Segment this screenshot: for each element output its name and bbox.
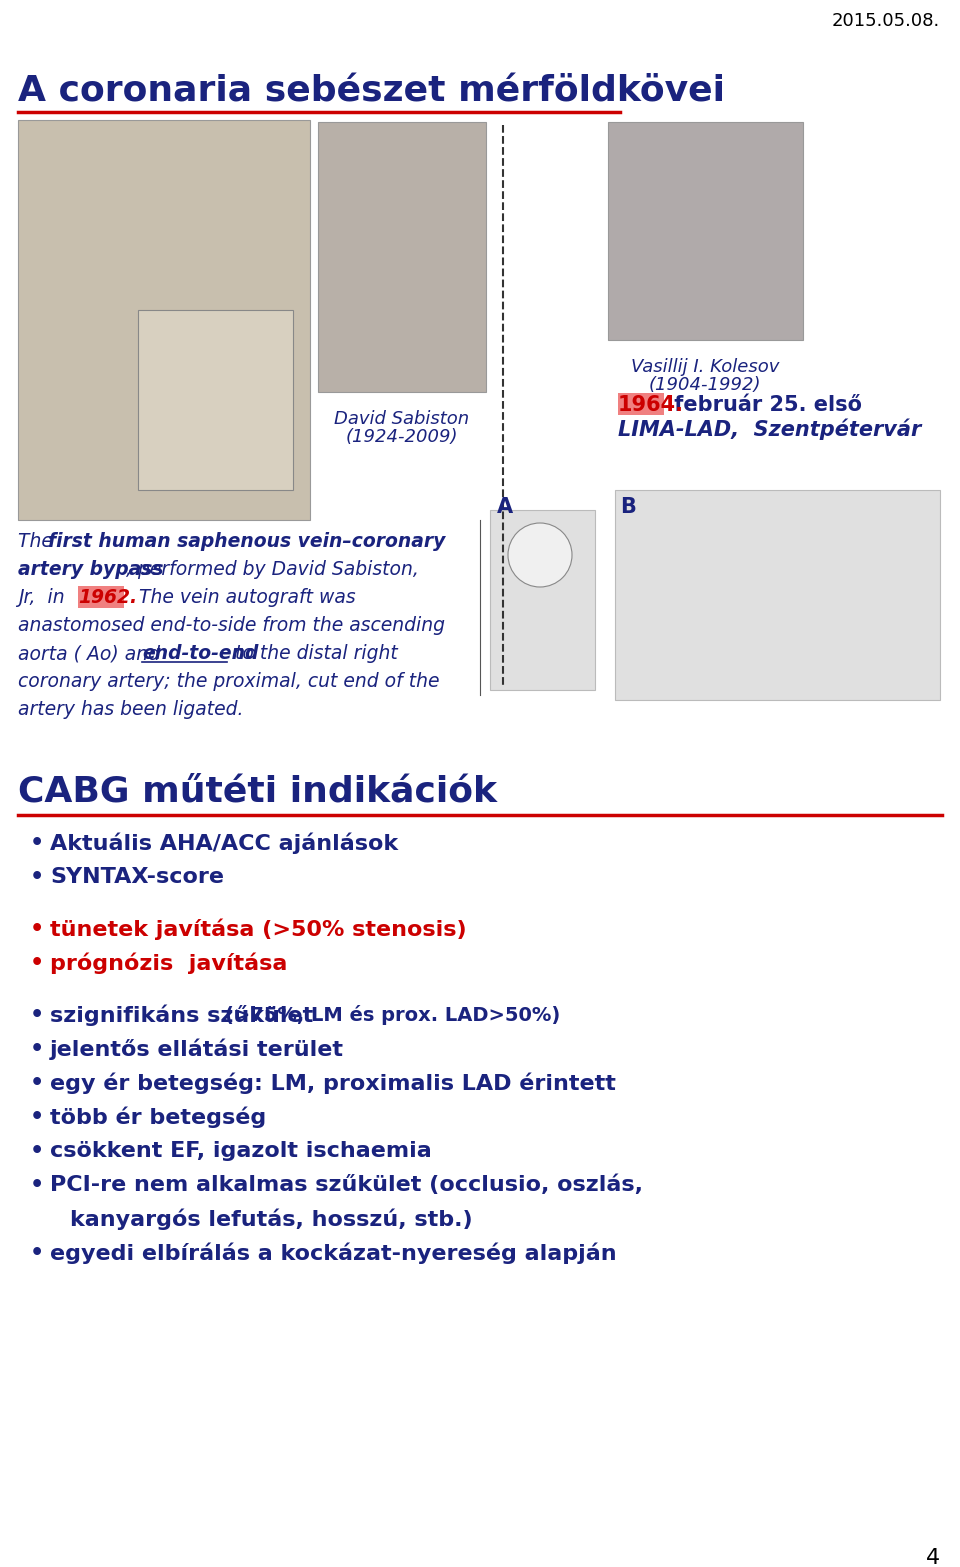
Text: A: A — [497, 497, 514, 517]
Text: The vein autograft was: The vein autograft was — [127, 588, 355, 606]
Text: The: The — [18, 533, 59, 552]
Text: end-to-end: end-to-end — [142, 644, 258, 663]
Text: , performed by David Sabiston,: , performed by David Sabiston, — [126, 559, 419, 578]
Text: •: • — [30, 1073, 44, 1094]
Text: •: • — [30, 867, 44, 887]
Bar — [18, 121, 310, 520]
Text: 2015.05.08.: 2015.05.08. — [831, 13, 940, 30]
Text: (1924-2009): (1924-2009) — [346, 428, 458, 447]
Text: LIMA-LAD,  Szentpétervár: LIMA-LAD, Szentpétervár — [618, 418, 922, 439]
Text: prógnózis  javítása: prógnózis javítása — [50, 953, 287, 975]
Bar — [618, 393, 664, 415]
Bar — [615, 490, 940, 700]
Text: (1904-1992): (1904-1992) — [649, 376, 761, 393]
Text: •: • — [30, 1039, 44, 1059]
Text: •: • — [30, 1106, 44, 1127]
Text: 1964.: 1964. — [618, 395, 684, 415]
Text: first human saphenous vein–coronary: first human saphenous vein–coronary — [48, 533, 445, 552]
Text: to the distal right: to the distal right — [229, 644, 397, 663]
Text: coronary artery; the proximal, cut end of the: coronary artery; the proximal, cut end o… — [18, 672, 440, 691]
Bar — [318, 122, 486, 392]
Bar — [138, 310, 293, 490]
Text: •: • — [30, 918, 44, 939]
Circle shape — [508, 523, 572, 588]
Bar — [490, 509, 595, 689]
Text: PCI-re nem alkalmas szűkület (occlusio, oszlás,: PCI-re nem alkalmas szűkület (occlusio, … — [50, 1175, 643, 1196]
Text: több ér betegség: több ér betegség — [50, 1106, 266, 1128]
Text: tünetek javítása (>50% stenosis): tünetek javítása (>50% stenosis) — [50, 918, 467, 940]
Text: egyedi elbírálás a kockázat-nyereség alapján: egyedi elbírálás a kockázat-nyereség ala… — [50, 1243, 616, 1265]
Bar — [608, 122, 803, 340]
Text: szignifikáns szűkület: szignifikáns szűkület — [50, 1004, 321, 1026]
Text: 4: 4 — [925, 1548, 940, 1567]
Text: •: • — [30, 834, 44, 852]
Text: Jr,  in: Jr, in — [18, 588, 71, 606]
Text: (>75%, LM és prox. LAD>50%): (>75%, LM és prox. LAD>50%) — [225, 1004, 561, 1025]
Text: SYNTAX-score: SYNTAX-score — [50, 867, 224, 887]
Bar — [78, 586, 124, 608]
Text: csökkent EF, igazolt ischaemia: csökkent EF, igazolt ischaemia — [50, 1141, 432, 1161]
Text: 1962.: 1962. — [78, 588, 137, 606]
Text: február 25. első: február 25. első — [667, 395, 862, 415]
Text: David Sabiston: David Sabiston — [334, 411, 469, 428]
Text: •: • — [30, 1141, 44, 1161]
Text: •: • — [30, 953, 44, 973]
Text: CABG műtéti indikációk: CABG műtéti indikációk — [18, 776, 497, 809]
Text: aorta ( Ao) and: aorta ( Ao) and — [18, 644, 166, 663]
Text: Aktuális AHA/ACC ajánlások: Aktuális AHA/ACC ajánlások — [50, 834, 398, 854]
Text: egy ér betegség: LM, proximalis LAD érintett: egy ér betegség: LM, proximalis LAD érin… — [50, 1073, 616, 1094]
Text: B: B — [620, 497, 636, 517]
Text: Vasillij I. Kolesov: Vasillij I. Kolesov — [631, 357, 780, 376]
Text: artery has been ligated.: artery has been ligated. — [18, 700, 244, 719]
Text: •: • — [30, 1175, 44, 1196]
Text: A coronaria sebészet mérföldkövei: A coronaria sebészet mérföldkövei — [18, 75, 725, 110]
Text: artery bypass: artery bypass — [18, 559, 163, 578]
Text: •: • — [30, 1243, 44, 1263]
Text: anastomosed end-to-side from the ascending: anastomosed end-to-side from the ascendi… — [18, 616, 445, 635]
Text: •: • — [30, 1004, 44, 1025]
Text: jelentős ellátási terület: jelentős ellátási terület — [50, 1039, 344, 1061]
Text: kanyargós lefutás, hosszú, stb.): kanyargós lefutás, hosszú, stb.) — [70, 1210, 472, 1230]
